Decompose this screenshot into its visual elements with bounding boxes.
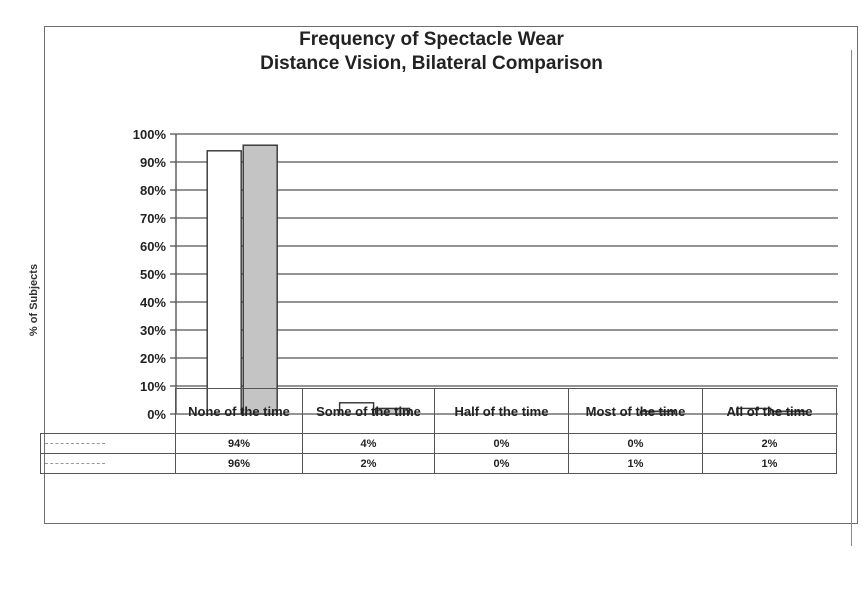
category-header: All of the time	[702, 388, 837, 434]
table-corner	[41, 389, 176, 434]
table-cell: 0%	[568, 433, 703, 454]
bar	[242, 144, 278, 415]
table-row: 96% 2% 0% 1% 1%	[40, 453, 837, 474]
table-header-row: None of the time Some of the time Half o…	[41, 388, 837, 434]
data-table: None of the time Some of the time Half o…	[40, 388, 837, 474]
table-cell: 2%	[702, 433, 837, 454]
chart-title: Frequency of Spectacle Wear	[299, 29, 564, 50]
page-edge	[851, 50, 862, 546]
y-tick-label: 10%	[140, 379, 166, 394]
legend-swatch	[45, 463, 105, 465]
bar	[206, 150, 242, 415]
y-tick-label: 20%	[140, 351, 166, 366]
table-cell: 1%	[702, 453, 837, 474]
table-cell: 4%	[302, 433, 435, 454]
legend-swatch	[45, 443, 105, 445]
table-cell: 0%	[434, 453, 569, 474]
category-header: Most of the time	[568, 388, 703, 434]
table-row: 94% 4% 0% 0% 2%	[40, 433, 837, 454]
table-cell: 0%	[434, 433, 569, 454]
y-tick-label: 80%	[140, 183, 166, 198]
y-tick-label: 40%	[140, 295, 166, 310]
y-tick-label: 90%	[140, 155, 166, 170]
y-tick-label: 0%	[147, 407, 166, 422]
legend-key-series-1	[40, 433, 176, 454]
y-tick-label: 30%	[140, 323, 166, 338]
chart-title-block: Frequency of Spectacle Wear Distance Vis…	[0, 28, 863, 76]
legend-key-series-2	[40, 453, 176, 474]
category-header: None of the time	[175, 388, 303, 434]
y-tick-label: 70%	[140, 211, 166, 226]
table-cell: 94%	[175, 433, 303, 454]
category-header: Half of the time	[434, 388, 569, 434]
chart-subtitle: Distance Vision, Bilateral Comparison	[260, 53, 603, 74]
table-cell: 96%	[175, 453, 303, 474]
y-tick-label: 50%	[140, 267, 166, 282]
table-cell: 1%	[568, 453, 703, 474]
table-cell: 2%	[302, 453, 435, 474]
category-header: Some of the time	[302, 388, 435, 434]
y-tick-label: 100%	[133, 127, 167, 142]
y-tick-label: 60%	[140, 239, 166, 254]
